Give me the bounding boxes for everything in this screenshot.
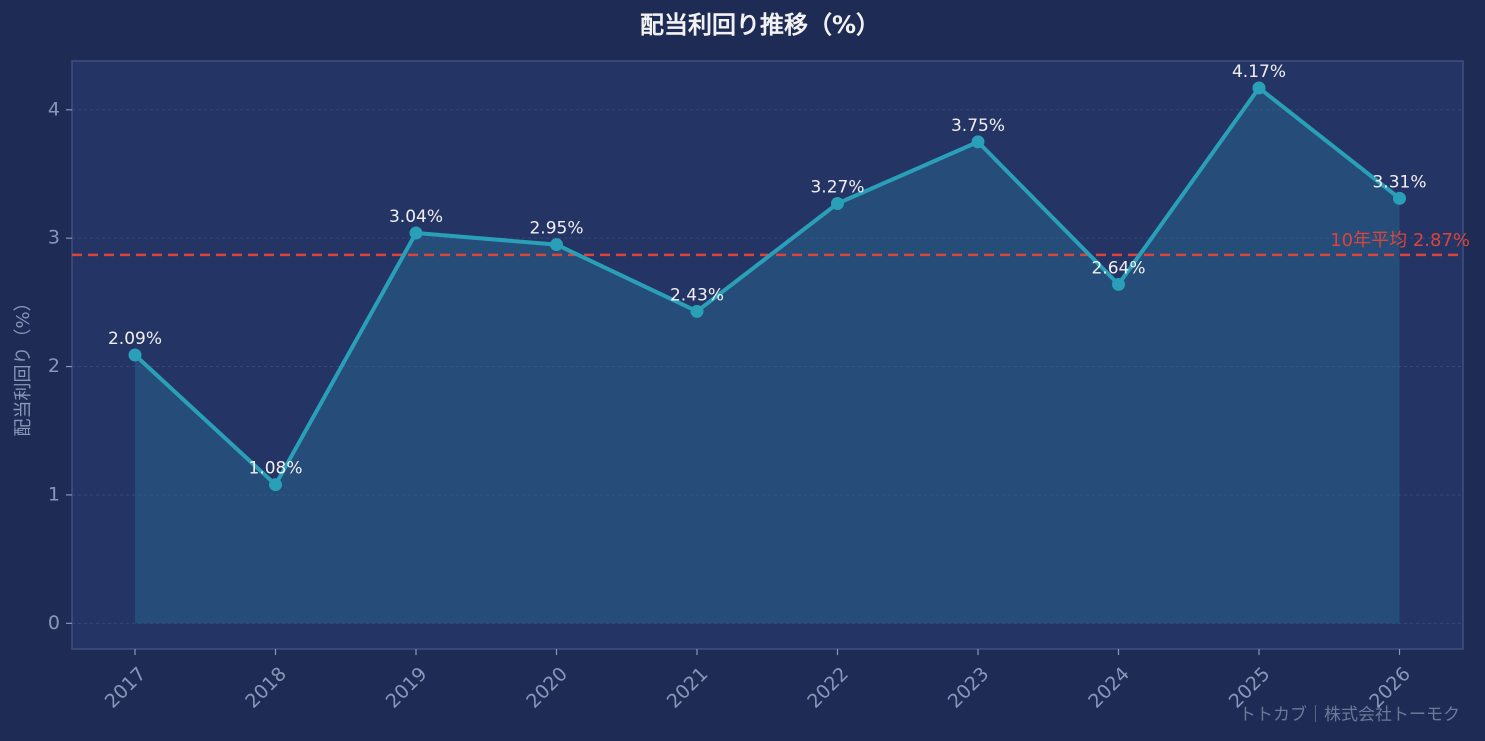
point bbox=[1393, 191, 1406, 205]
y-tick-label: 1 bbox=[48, 483, 60, 505]
data-label: 1.08% bbox=[248, 459, 302, 479]
y-axis-label: 配当利回り（%） bbox=[13, 293, 34, 436]
point bbox=[128, 348, 142, 362]
area bbox=[135, 87, 1400, 624]
data-label: 2.43% bbox=[670, 285, 724, 305]
point bbox=[831, 197, 844, 211]
y-tick-label: 4 bbox=[48, 98, 60, 120]
point bbox=[971, 135, 985, 149]
data-label: 2.09% bbox=[108, 329, 162, 349]
plot-area bbox=[71, 60, 1464, 650]
point bbox=[550, 238, 563, 252]
data-label: 3.75% bbox=[951, 116, 1005, 136]
point bbox=[690, 304, 704, 318]
y-tick-label: 3 bbox=[48, 227, 60, 249]
data-label: 2.95% bbox=[529, 219, 583, 239]
data-label: 2.64% bbox=[1091, 258, 1145, 278]
y-tick-label: 2 bbox=[48, 355, 60, 377]
chart-title: 配当利回り推移（%） bbox=[640, 11, 880, 39]
data-label: 4.17% bbox=[1232, 62, 1286, 82]
point bbox=[1252, 81, 1266, 95]
point bbox=[409, 226, 423, 240]
data-label: 3.04% bbox=[389, 207, 443, 227]
data-label: 3.31% bbox=[1372, 172, 1426, 192]
y-tick-label: 0 bbox=[48, 612, 60, 634]
line bbox=[133, 85, 1401, 487]
reference-label: 10年平均 2.87% bbox=[1330, 230, 1470, 251]
watermark: トトカブ｜株式会社トーモク bbox=[1239, 704, 1460, 725]
point bbox=[1112, 277, 1125, 291]
point bbox=[269, 478, 282, 492]
data-label: 3.27% bbox=[810, 178, 864, 198]
